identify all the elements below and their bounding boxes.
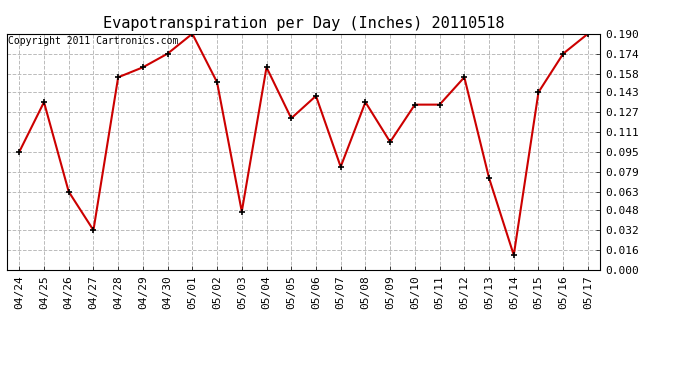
Title: Evapotranspiration per Day (Inches) 20110518: Evapotranspiration per Day (Inches) 2011…	[103, 16, 504, 31]
Text: Copyright 2011 Cartronics.com: Copyright 2011 Cartronics.com	[8, 36, 179, 46]
